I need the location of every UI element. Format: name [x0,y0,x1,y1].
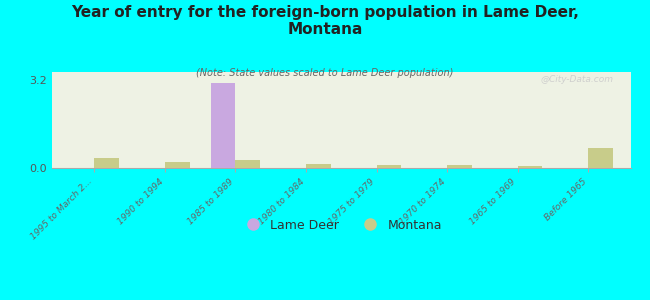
Bar [211,83,235,168]
Text: @City-Data.com: @City-Data.com [540,75,613,84]
Bar [94,158,119,168]
Text: (Note: State values scaled to Lame Deer population): (Note: State values scaled to Lame Deer … [196,68,454,77]
Bar [588,148,613,168]
Bar [517,166,542,168]
Bar [235,160,260,168]
Bar [376,165,401,168]
Bar [306,164,331,168]
Bar [165,162,190,168]
Text: Year of entry for the foreign-born population in Lame Deer,
Montana: Year of entry for the foreign-born popul… [71,4,579,37]
Legend: Lame Deer, Montana: Lame Deer, Montana [235,214,447,237]
Bar [447,165,472,168]
